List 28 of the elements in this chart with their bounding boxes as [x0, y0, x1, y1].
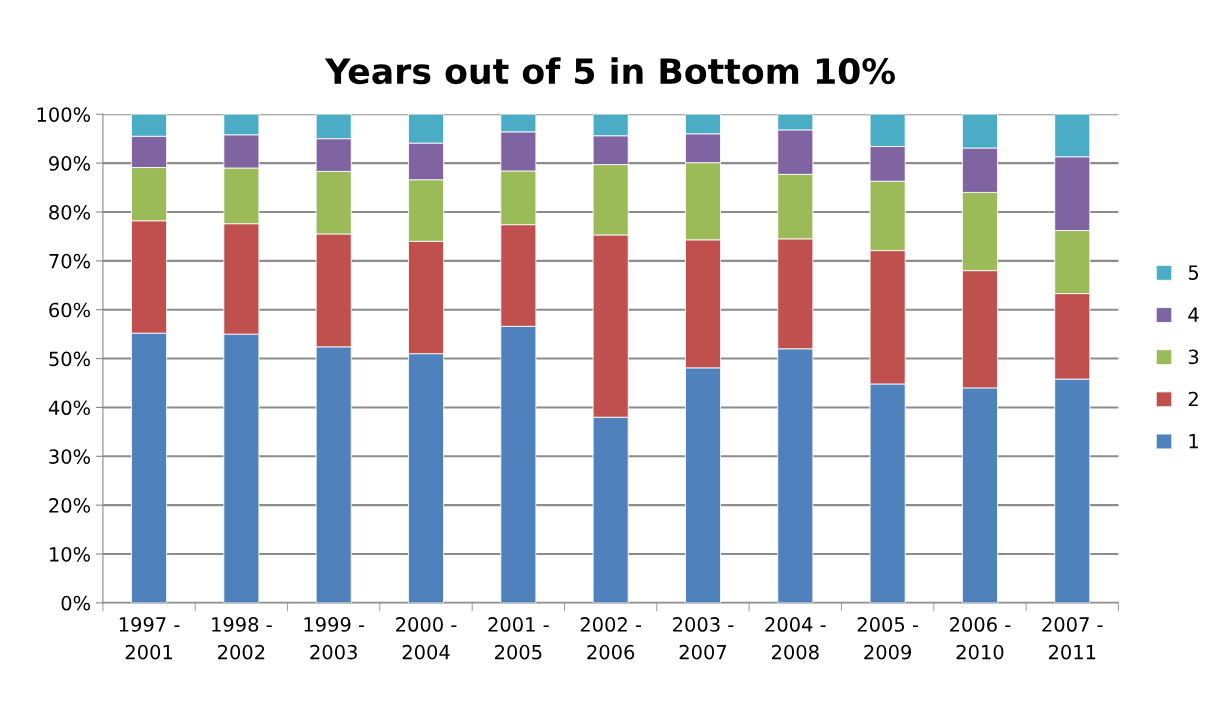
y-tick-label: 60%	[49, 302, 91, 318]
x-tick-label: 1999 - 2003	[304, 617, 365, 660]
x-tick-label: 1998 - 2002	[212, 617, 272, 660]
x-tick-label: 2004 - 2008	[765, 617, 826, 660]
legend-label: 1	[1189, 434, 1198, 449]
legend-label: 5	[1188, 265, 1199, 280]
x-tick-label: 2007 - 2011	[1042, 617, 1103, 660]
x-tick-label: 2006 - 2010	[950, 617, 1011, 660]
y-tick-label: 10%	[50, 546, 91, 562]
legend-label: 2	[1188, 391, 1198, 407]
y-tick-label: 20%	[49, 498, 91, 513]
y-tick-label: 0%	[61, 595, 91, 611]
y-tick-label: 70%	[49, 253, 91, 269]
chart-title: Years out of 5 in Bottom 10%	[324, 57, 895, 85]
x-tick-label: 2000 - 2004	[396, 617, 457, 660]
y-tick-label: 90%	[49, 156, 91, 171]
x-tick-label: 1997 - 2001	[119, 617, 180, 660]
y-tick-label: 40%	[48, 400, 91, 416]
legend-label: 4	[1188, 307, 1199, 322]
x-tick-label: 2001 - 2005	[488, 617, 549, 660]
y-tick-label: 100%	[37, 107, 91, 122]
legend-label: 3	[1188, 349, 1199, 365]
y-tick-label: 50%	[49, 351, 91, 367]
y-tick-label: 80%	[49, 204, 91, 220]
x-tick-label: 2002 - 2006	[580, 617, 642, 660]
x-tick-label: 2003 - 2007	[673, 617, 734, 660]
x-tick-label: 2005 - 2009	[857, 617, 919, 660]
y-tick-label: 30%	[49, 449, 91, 464]
